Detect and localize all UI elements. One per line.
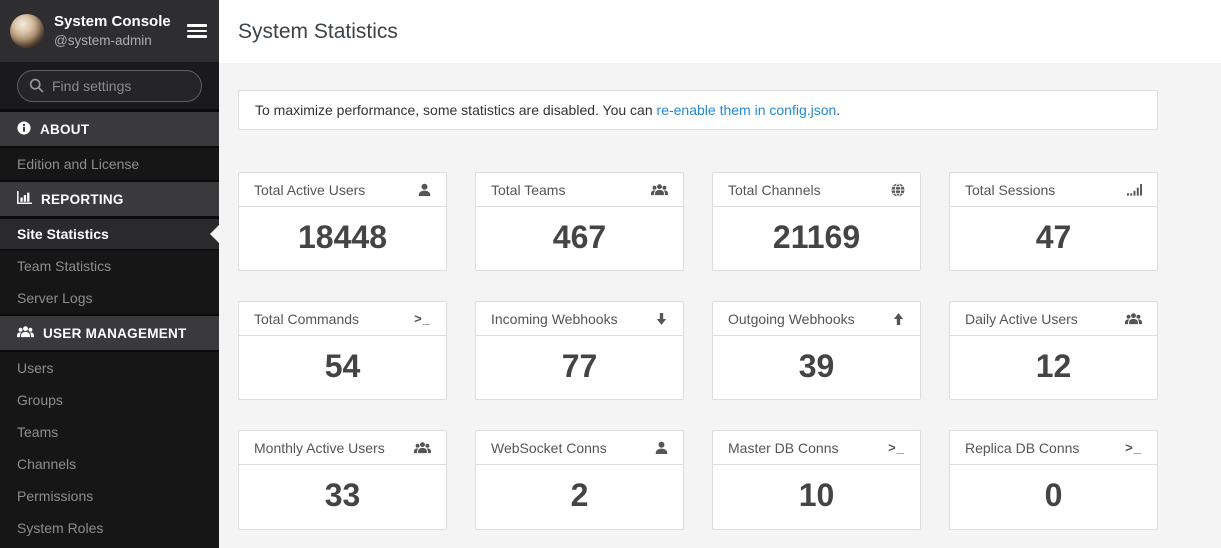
performance-banner: To maximize performance, some statistics… [238,90,1158,130]
menu-icon[interactable] [187,22,207,40]
users-icon [17,325,34,342]
section-label: ABOUT [40,121,90,137]
users-icon [651,183,668,197]
sidebar-item-system-roles[interactable]: System Roles [0,512,219,544]
card-label: Total Channels [728,181,821,198]
user-icon [655,441,668,455]
card-label: WebSocket Conns [491,439,607,456]
config-json-link[interactable]: re-enable them in config.json [656,102,837,118]
section-label: USER MANAGEMENT [43,325,187,341]
sidebar-item-site-statistics[interactable]: Site Statistics [0,218,219,250]
card-label: Incoming Webhooks [491,310,618,327]
card-value: 47 [1035,219,1072,255]
sidebar-item-users[interactable]: Users [0,352,219,384]
main-panel: System Statistics To maximize performanc… [219,0,1221,548]
stat-card-monthly-active-users: Monthly Active Users 33 [238,430,447,530]
section-header-about: ABOUT [0,110,219,148]
card-value: 54 [324,348,361,385]
users-icon [1125,312,1142,326]
sidebar-item-label: Groups [17,392,63,408]
sidebar-item-channels[interactable]: Channels [0,448,219,480]
sidebar-item-label: Server Logs [17,290,93,306]
globe-icon [891,182,905,197]
content-area: To maximize performance, some statistics… [219,63,1221,548]
stats-grid: Total Active Users 18448 Total Teams [238,172,1158,530]
sidebar-item-label: Edition and License [17,156,140,172]
page-title: System Statistics [238,19,398,43]
card-label: Master DB Conns [728,439,839,456]
sidebar-item-label: Users [17,360,54,376]
terminal-icon: >_ [888,440,905,456]
users-icon [414,441,431,455]
card-value: 467 [552,219,607,255]
stat-card-total-commands: Total Commands >_ 54 [238,301,447,401]
sidebar-item-groups[interactable]: Groups [0,384,219,416]
terminal-icon: >_ [1125,440,1142,456]
stat-card-websocket-conns: WebSocket Conns 2 [475,430,684,530]
sidebar-item-edition-and-license[interactable]: Edition and License [0,148,219,180]
card-label: Replica DB Conns [965,439,1080,456]
page-titlebar: System Statistics [219,0,1221,63]
card-label: Daily Active Users [965,310,1078,327]
banner-text: To maximize performance, some statistics… [255,102,657,118]
banner-suffix: . [836,102,841,118]
avatar [10,14,44,48]
stat-card-outgoing-webhooks: Outgoing Webhooks 39 [712,301,921,401]
info-icon [17,120,31,138]
terminal-icon: >_ [414,311,431,327]
card-label: Total Commands [254,310,360,327]
sidebar-item-teams[interactable]: Teams [0,416,219,448]
card-label: Total Teams [491,181,566,198]
sidebar-item-label: Permissions [17,488,94,504]
sidebar-item-label: Site Statistics [17,226,109,242]
card-value: 39 [798,348,835,385]
workspace-subtitle: @system-admin [54,32,152,48]
card-value: 12 [1035,348,1072,385]
active-item-arrow [210,225,219,243]
card-value: 21169 [772,219,861,255]
stat-card-total-sessions: Total Sessions 47 [949,172,1158,272]
arrow-up-icon [892,312,905,326]
signal-icon [1127,183,1142,196]
sidebar-nav: ABOUT Edition and License REPORTING [0,110,219,548]
card-value: 2 [570,477,589,514]
stat-card-total-channels: Total Channels 21169 [712,172,921,272]
stat-card-replica-db-conns: Replica DB Conns >_ 0 [949,430,1158,530]
user-icon [418,183,431,197]
sidebar-item-permissions[interactable]: Permissions [0,480,219,512]
arrow-down-icon [655,312,668,326]
stat-card-master-db-conns: Master DB Conns >_ 10 [712,430,921,530]
stat-card-incoming-webhooks: Incoming Webhooks 77 [475,301,684,401]
sidebar-item-team-statistics[interactable]: Team Statistics [0,250,219,282]
card-label: Monthly Active Users [254,439,385,456]
workspace-header[interactable]: System Console @system-admin [0,0,219,62]
card-value: 33 [324,477,361,514]
card-label: Total Sessions [965,181,1056,198]
card-value: 77 [561,348,598,385]
card-label: Outgoing Webhooks [728,310,855,327]
card-value: 10 [798,477,835,514]
section-header-reporting: REPORTING [0,180,219,218]
bar-chart-icon [17,191,32,207]
sidebar: System Console @system-admin [0,0,219,548]
workspace-info: System Console @system-admin [54,12,187,50]
section-header-user-management: USER MANAGEMENT [0,314,219,352]
stat-card-total-teams: Total Teams 467 [475,172,684,272]
stat-card-total-active-users: Total Active Users 18448 [238,172,447,272]
sidebar-item-label: Channels [17,456,77,472]
sidebar-item-label: Team Statistics [17,258,112,274]
search-strip [0,62,219,110]
search-input[interactable] [17,69,202,102]
sidebar-item-server-logs[interactable]: Server Logs [0,282,219,314]
workspace-title: System Console [54,13,171,31]
sidebar-item-label: Teams [17,424,59,440]
card-label: Total Active Users [254,181,366,198]
stat-card-daily-active-users: Daily Active Users 12 [949,301,1158,401]
sidebar-item-label: System Roles [17,520,104,536]
card-value: 18448 [298,219,387,255]
card-value: 0 [1044,477,1063,514]
section-label: REPORTING [41,191,124,207]
search-icon [29,78,44,98]
